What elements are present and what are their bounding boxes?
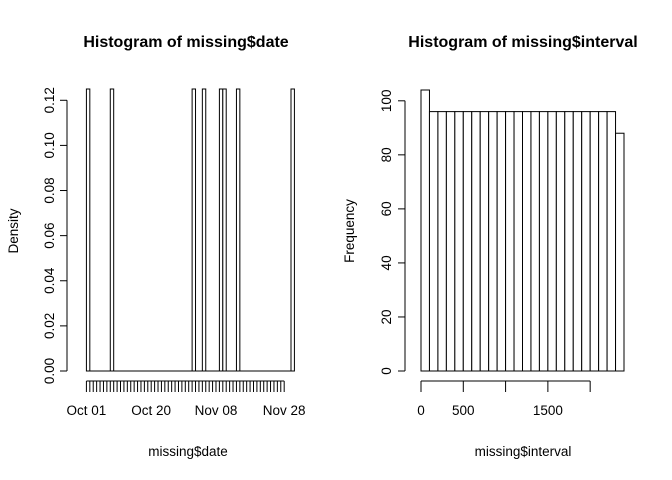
interval-histogram-bar (530, 111, 540, 372)
interval-histogram-bar (572, 111, 583, 372)
interval-histogram-bar (479, 111, 490, 372)
date-histogram-bar (191, 88, 197, 372)
interval-histogram-bar (589, 111, 600, 372)
interval-histogram-bar (615, 132, 625, 372)
interval-histogram-panel: Histogram of missing$interval missing$in… (342, 34, 638, 459)
interval-histogram-bar (496, 111, 507, 372)
date-histogram-x-tick-label: Nov 08 (195, 403, 238, 418)
interval-histogram-bar (598, 111, 608, 372)
interval-histogram-bar (513, 111, 524, 372)
date-histogram-bars (85, 88, 295, 372)
date-histogram-y-tick-label: 0.00 (42, 358, 57, 384)
interval-histogram-bar (564, 111, 574, 372)
interval-histogram-bar (522, 111, 532, 372)
interval-histogram-bar (420, 89, 430, 372)
interval-histogram-y-tick-label: 80 (379, 147, 394, 162)
interval-histogram-bar (454, 111, 464, 372)
interval-histogram-x-axis: 0 500 1500 (417, 380, 591, 418)
interval-histogram-y-tick-label: 100 (379, 90, 394, 113)
interval-histogram-y-tick-label: 0 (379, 367, 394, 375)
interval-histogram-y-label: Frequency (342, 199, 357, 263)
date-histogram-bar (201, 88, 207, 372)
interval-histogram-x-tick-label: 500 (452, 403, 475, 418)
interval-histogram-title: Histogram of missing$interval (408, 34, 637, 51)
interval-histogram-bar (547, 111, 557, 372)
date-histogram-y-tick-label: 0.02 (42, 313, 57, 339)
interval-histogram-bars (420, 89, 625, 372)
date-histogram-bar (290, 88, 295, 372)
interval-histogram-bar (555, 111, 566, 372)
date-histogram-y-tick-label: 0.10 (42, 132, 57, 158)
date-histogram-bar (218, 88, 224, 372)
date-histogram-y-axis: 0.00 0.02 0.04 0.06 0.08 0.10 0.12 (42, 87, 68, 384)
interval-histogram-x-tick-label: 0 (417, 403, 425, 418)
interval-histogram-bar (437, 111, 447, 372)
interval-histogram-y-axis: 0 20 40 60 80 100 (379, 90, 406, 375)
date-histogram-y-tick-label: 0.06 (42, 222, 57, 248)
date-histogram-title: Histogram of missing$date (83, 34, 288, 51)
interval-histogram-bar (538, 111, 549, 372)
date-histogram-panel: Histogram of missing$date missing$date D… (6, 34, 306, 459)
date-histogram-x-label: missing$date (148, 444, 228, 459)
interval-histogram-x-label: missing$interval (475, 444, 572, 459)
interval-histogram-bar (471, 111, 481, 372)
date-histogram-y-label: Density (6, 208, 21, 253)
interval-histogram-y-tick-label: 40 (379, 255, 394, 270)
interval-histogram-y-tick-label: 20 (379, 309, 394, 324)
interval-histogram-bar (428, 111, 439, 372)
interval-histogram-bar (488, 111, 498, 372)
date-histogram-bar (222, 88, 227, 372)
date-histogram-y-tick-label: 0.12 (42, 87, 57, 113)
date-histogram-bar (235, 88, 241, 372)
date-histogram-x-tick-label: Oct 01 (67, 403, 107, 418)
interval-histogram-bar (462, 111, 473, 372)
interval-histogram-bar (581, 111, 591, 372)
interval-histogram-x-tick-label: 1500 (533, 403, 563, 418)
interval-histogram-bar (505, 111, 515, 372)
interval-histogram-bar (445, 111, 456, 372)
interval-histogram-y-tick-label: 60 (379, 201, 394, 216)
date-histogram-bar (85, 88, 91, 372)
date-histogram-x-tick-label: Nov 28 (263, 403, 306, 418)
date-histogram-y-tick-label: 0.04 (42, 267, 57, 294)
date-histogram-y-tick-label: 0.08 (42, 177, 57, 203)
date-histogram-x-axis: Oct 01 Oct 20 Nov 08 Nov 28 (67, 380, 306, 418)
date-histogram-bar (109, 88, 115, 372)
date-histogram-x-tick-label: Oct 20 (131, 403, 171, 418)
interval-histogram-bar (606, 111, 617, 372)
